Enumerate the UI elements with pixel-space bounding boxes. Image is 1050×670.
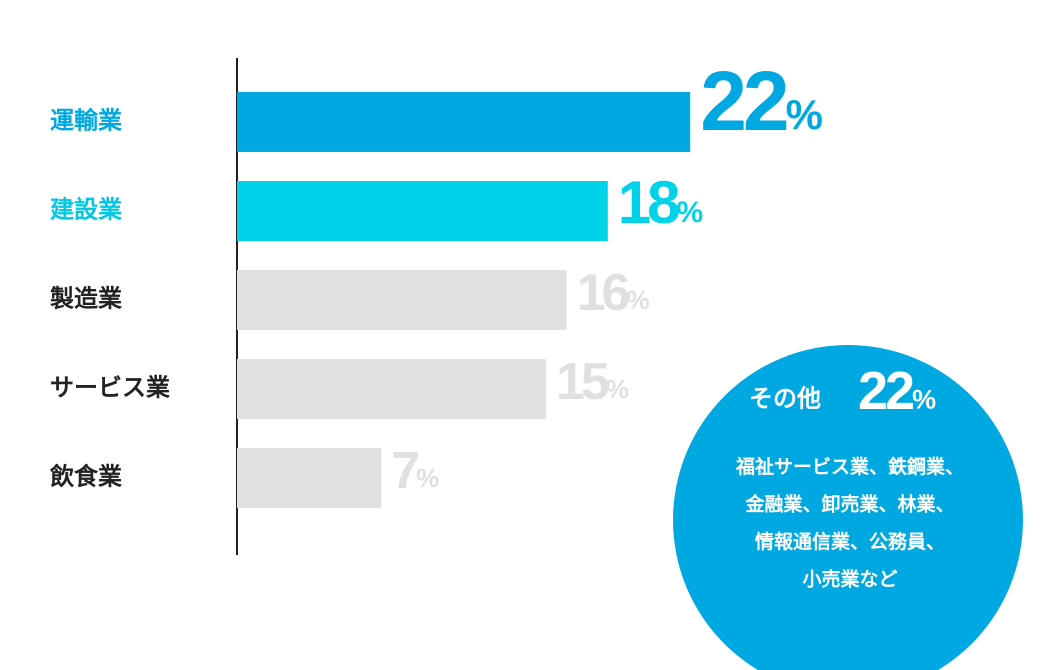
other-label: その他: [749, 385, 821, 412]
other-circle: [673, 345, 1023, 670]
bar: [237, 448, 382, 508]
bar: [237, 359, 546, 419]
value-label: 18%: [618, 169, 703, 236]
category-label: 飲食業: [49, 462, 122, 490]
bar: [237, 92, 691, 152]
bar: [237, 181, 608, 241]
category-label: 製造業: [50, 284, 122, 312]
category-label: 建設業: [50, 195, 122, 223]
value-label: 7%: [391, 442, 439, 500]
other-description: 福祉サービス業、鉄鋼業、: [735, 455, 964, 478]
category-label: 運輸業: [50, 106, 122, 134]
bar: [237, 270, 567, 330]
other-description: 小売業など: [802, 568, 897, 591]
other-description: 金融業、卸売業、林業、: [744, 493, 954, 516]
value-label: 22%: [700, 54, 822, 148]
other-description: 情報通信業、公務員、: [755, 530, 945, 553]
category-label: サービス業: [50, 374, 170, 401]
value-label: 16%: [577, 264, 650, 322]
value-label: 15%: [556, 353, 629, 411]
